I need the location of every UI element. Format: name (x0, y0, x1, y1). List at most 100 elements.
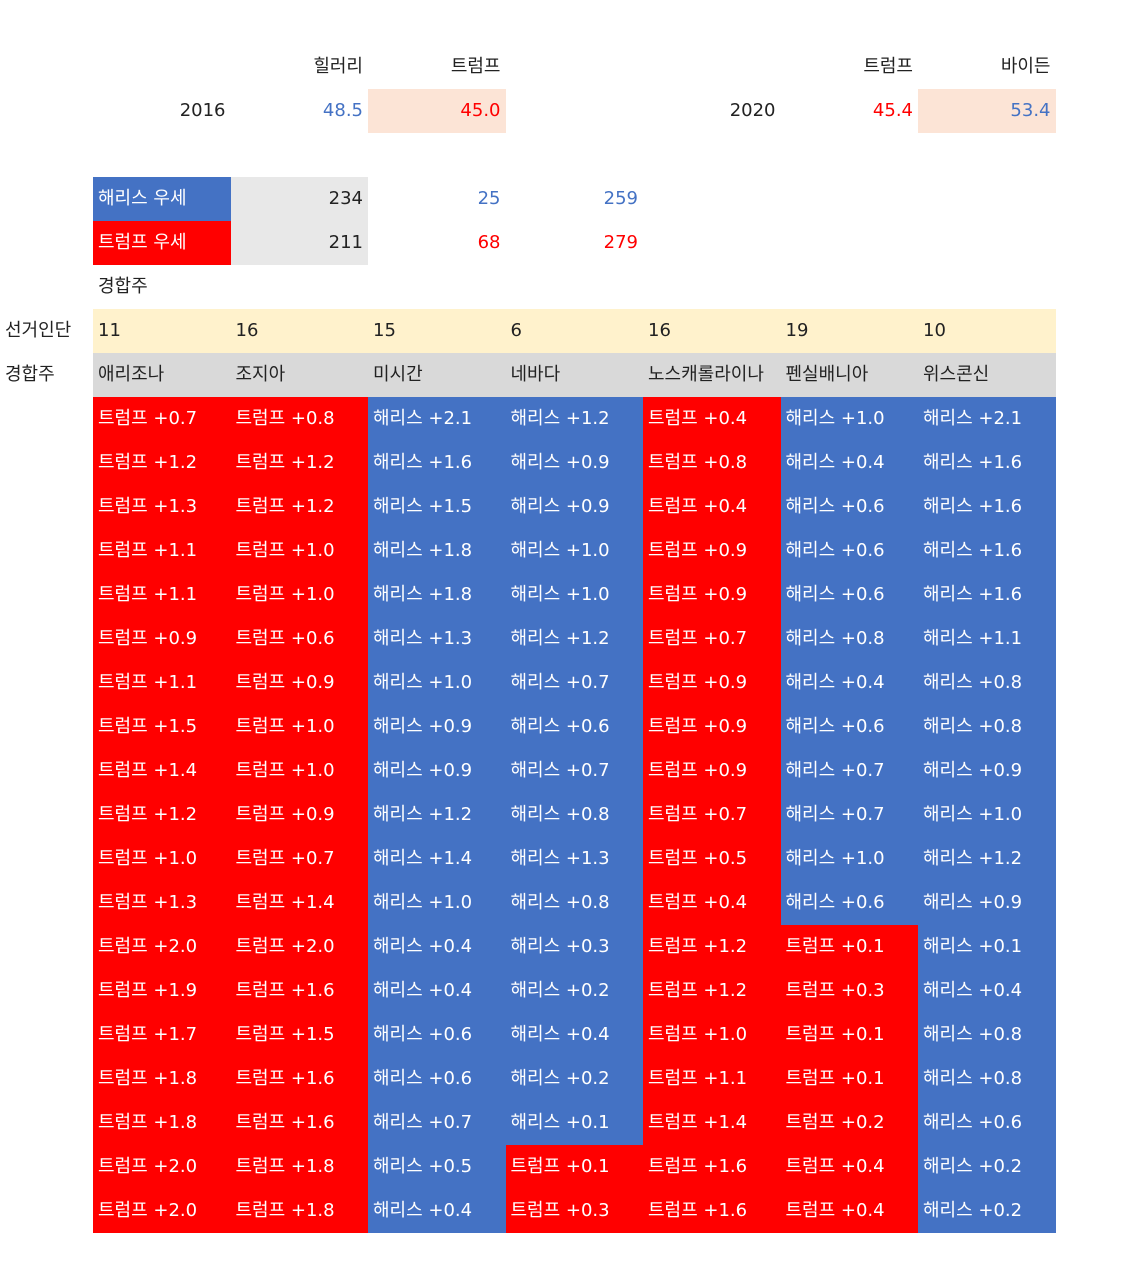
poll-cell: 해리스 +0.7 (505, 749, 643, 793)
poll-cell: 트럼프 +1.8 (93, 1057, 231, 1101)
poll-cell: 트럼프 +1.2 (93, 793, 231, 837)
poll-cell: 트럼프 +0.7 (643, 617, 781, 661)
poll-cell: 트럼프 +0.8 (230, 397, 368, 441)
poll-cell: 해리스 +0.8 (918, 1057, 1056, 1101)
poll-cell: 트럼프 +1.2 (230, 485, 368, 529)
poll-cell: 해리스 +2.1 (368, 397, 506, 441)
poll-cell: 해리스 +0.6 (780, 573, 918, 617)
poll-cell: 해리스 +0.6 (505, 705, 643, 749)
candidate-name: 힐러리 (313, 56, 363, 77)
poll-cell: 해리스 +1.6 (918, 573, 1056, 617)
poll-cell: 트럼프 +0.4 (643, 397, 781, 441)
poll-cell: 해리스 +1.2 (918, 837, 1056, 881)
poll-cell: 해리스 +1.2 (368, 793, 506, 837)
poll-cell: 해리스 +1.6 (918, 529, 1056, 573)
poll-cell: 트럼프 +1.1 (93, 529, 231, 573)
poll-cell: 해리스 +0.8 (505, 881, 643, 925)
poll-cell: 트럼프 +0.9 (643, 661, 781, 705)
poll-cell: 해리스 +0.4 (918, 969, 1056, 1013)
poll-cell: 트럼프 +1.5 (230, 1013, 368, 1057)
poll-cell: 해리스 +0.7 (780, 793, 918, 837)
safe-votes: 234 (230, 177, 368, 221)
state-name: 네바다 (505, 353, 643, 397)
poll-cell: 해리스 +0.6 (780, 705, 918, 749)
poll-cell: 해리스 +0.8 (505, 793, 643, 837)
poll-cell: 트럼프 +0.4 (780, 1189, 918, 1233)
poll-cell: 해리스 +0.3 (505, 925, 643, 969)
row-label: 선거인단 (5, 320, 72, 341)
vote-share: 45.0 (368, 89, 506, 133)
poll-cell: 해리스 +1.2 (505, 617, 643, 661)
poll-cell: 트럼프 +0.9 (643, 573, 781, 617)
poll-cell: 트럼프 +1.5 (93, 705, 231, 749)
poll-cell: 트럼프 +1.8 (230, 1189, 368, 1233)
summary-label: 해리스 우세 (93, 177, 231, 221)
poll-cell: 해리스 +1.1 (918, 617, 1056, 661)
poll-cell: 트럼프 +0.9 (230, 793, 368, 837)
poll-cell: 해리스 +1.2 (505, 397, 643, 441)
poll-cell: 해리스 +0.2 (505, 1057, 643, 1101)
poll-cell: 트럼프 +0.7 (230, 837, 368, 881)
poll-cell: 트럼프 +1.6 (643, 1189, 781, 1233)
poll-cell: 트럼프 +0.3 (780, 969, 918, 1013)
poll-cell: 해리스 +0.6 (780, 881, 918, 925)
year: 2020 (729, 100, 776, 121)
poll-cell: 해리스 +0.4 (505, 1013, 643, 1057)
state-name: 펜실배니아 (780, 353, 918, 397)
poll-cell: 해리스 +1.3 (368, 617, 506, 661)
poll-cell: 해리스 +1.6 (918, 441, 1056, 485)
poll-cell: 해리스 +0.4 (368, 969, 506, 1013)
poll-cell: 트럼프 +1.2 (230, 441, 368, 485)
poll-cell: 트럼프 +1.0 (643, 1013, 781, 1057)
total-votes: 259 (603, 188, 638, 209)
poll-cell: 해리스 +2.1 (918, 397, 1056, 441)
poll-cell: 트럼프 +1.4 (93, 749, 231, 793)
poll-cell: 해리스 +0.5 (368, 1145, 506, 1189)
poll-cell: 트럼프 +1.1 (643, 1057, 781, 1101)
poll-cell: 해리스 +1.4 (368, 837, 506, 881)
poll-cell: 해리스 +1.0 (780, 397, 918, 441)
poll-cell: 해리스 +1.0 (505, 529, 643, 573)
poll-cell: 트럼프 +0.1 (780, 925, 918, 969)
poll-cell: 해리스 +0.9 (368, 705, 506, 749)
poll-cell: 해리스 +1.0 (505, 573, 643, 617)
poll-cell: 트럼프 +0.4 (643, 881, 781, 925)
poll-cell: 해리스 +0.4 (368, 925, 506, 969)
poll-cell: 해리스 +0.6 (368, 1013, 506, 1057)
poll-cell: 해리스 +0.1 (505, 1101, 643, 1145)
state-name: 미시간 (368, 353, 506, 397)
poll-cell: 해리스 +0.8 (918, 661, 1056, 705)
poll-cell: 트럼프 +0.9 (643, 705, 781, 749)
electoral-votes: 10 (918, 309, 1056, 353)
poll-cell: 트럼프 +1.0 (93, 837, 231, 881)
poll-cell: 해리스 +0.2 (505, 969, 643, 1013)
swing-label: 경합주 (98, 276, 148, 297)
poll-cell: 해리스 +1.0 (918, 793, 1056, 837)
poll-cell: 트럼프 +1.7 (93, 1013, 231, 1057)
electoral-votes: 19 (780, 309, 918, 353)
poll-cell: 해리스 +0.2 (918, 1189, 1056, 1233)
candidate-name: 트럼프 (450, 56, 501, 77)
poll-cell: 트럼프 +0.9 (643, 749, 781, 793)
poll-cell: 해리스 +0.6 (780, 485, 918, 529)
row-label: 경합주 (5, 364, 55, 385)
poll-cell: 트럼프 +1.2 (93, 441, 231, 485)
poll-cell: 해리스 +0.7 (505, 661, 643, 705)
poll-cell: 해리스 +1.0 (368, 661, 506, 705)
poll-cell: 해리스 +0.1 (918, 925, 1056, 969)
year: 2016 (179, 100, 226, 121)
poll-cell: 트럼프 +2.0 (93, 1145, 231, 1189)
poll-cell: 트럼프 +1.6 (230, 1101, 368, 1145)
swing-votes: 68 (477, 232, 501, 253)
poll-cell: 트럼프 +2.0 (93, 925, 231, 969)
poll-cell: 트럼프 +1.6 (230, 969, 368, 1013)
safe-votes: 211 (230, 221, 368, 265)
poll-cell: 트럼프 +1.6 (230, 1057, 368, 1101)
poll-cell: 트럼프 +0.9 (93, 617, 231, 661)
poll-cell: 트럼프 +0.4 (780, 1145, 918, 1189)
poll-cell: 해리스 +0.9 (918, 881, 1056, 925)
poll-cell: 트럼프 +1.2 (643, 969, 781, 1013)
poll-cell: 해리스 +0.9 (368, 749, 506, 793)
poll-cell: 트럼프 +0.3 (505, 1189, 643, 1233)
summary-label: 트럼프 우세 (93, 221, 231, 265)
